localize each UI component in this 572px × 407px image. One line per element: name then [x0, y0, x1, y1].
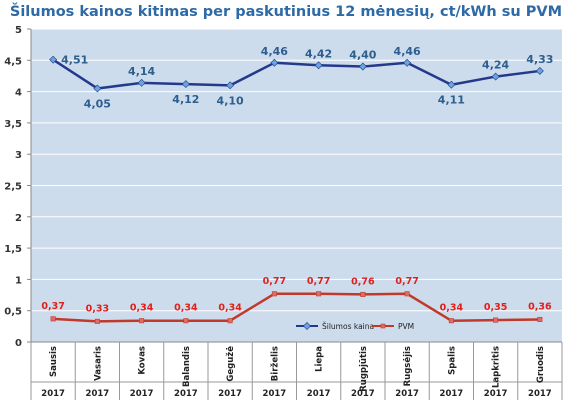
data-label: 0,36 [528, 301, 552, 312]
x-year-label: 2017 [440, 389, 464, 399]
data-label: 4,46 [394, 45, 421, 58]
data-point [448, 318, 454, 324]
data-label: 4,46 [261, 45, 288, 58]
data-point [493, 317, 499, 323]
series-line [52, 58, 541, 90]
x-tick-label: Balandis [182, 346, 192, 387]
data-label: 0,37 [41, 301, 64, 312]
data-point [93, 84, 102, 93]
x-tick-label: Kovas [138, 346, 148, 375]
data-label: 4,10 [217, 94, 244, 107]
x-tick-label: Sausis [49, 346, 59, 377]
x-tick-label: Rugpjūtis [359, 346, 369, 392]
data-point [447, 80, 456, 89]
data-label: 4,33 [526, 53, 553, 66]
x-year-label: 2017 [307, 389, 331, 399]
data-label: 0,34 [218, 303, 242, 314]
data-point [94, 318, 100, 324]
data-point [137, 78, 146, 87]
data-point [50, 316, 56, 322]
data-label: 4,42 [305, 47, 332, 60]
y-tick-label: 4,5 [4, 56, 22, 67]
data-label: 0,34 [130, 303, 154, 314]
y-tick-label: 0 [15, 338, 22, 349]
y-tick-label: 3 [15, 150, 22, 161]
x-tick-label: Rugsėjis [403, 346, 413, 386]
x-tick-label: Liepa [315, 346, 325, 372]
data-label: 0,77 [263, 276, 286, 287]
data-point [360, 291, 366, 297]
data-point [227, 318, 233, 324]
data-point [316, 291, 322, 297]
y-tick-label: 4 [15, 88, 22, 99]
data-label: 0,34 [174, 303, 198, 314]
data-label: 4,12 [172, 93, 199, 106]
y-tick-label: 1,5 [4, 244, 22, 255]
x-year-label: 2017 [86, 389, 110, 399]
data-point [183, 318, 189, 324]
data-point [181, 80, 190, 89]
x-year-label: 2017 [174, 389, 198, 399]
y-tick-label: 1 [15, 275, 22, 286]
data-label: 0,35 [484, 302, 507, 313]
x-tick-label: Gruodis [536, 346, 546, 383]
data-point [404, 291, 410, 297]
data-label: 0,34 [440, 303, 464, 314]
y-tick-label: 2,5 [4, 182, 22, 193]
y-tick-label: 0,5 [4, 307, 22, 318]
x-year-label: 2017 [484, 389, 508, 399]
x-tick-label: Lapkritis [492, 346, 502, 388]
data-point [226, 81, 235, 90]
data-label: 4,14 [128, 65, 155, 78]
x-year-label: 2017 [263, 389, 287, 399]
data-label: 4,51 [61, 54, 88, 67]
legend-marker [303, 322, 311, 330]
data-label: 4,11 [438, 94, 465, 107]
x-tick-label: Spalis [447, 346, 457, 375]
data-label: 4,05 [84, 97, 111, 110]
legend-label: Šilumos kaina [322, 322, 374, 331]
chart-title: Šilumos kainos kitimas per paskutinius 1… [9, 4, 563, 20]
data-label: 4,40 [349, 49, 376, 62]
series-line [53, 292, 540, 323]
x-year-label: 2017 [351, 389, 375, 399]
x-year-label: 2017 [130, 389, 154, 399]
data-label: 0,77 [395, 276, 418, 287]
data-label: 0,76 [351, 276, 375, 287]
data-point [491, 72, 500, 81]
legend-label: PVM [398, 322, 414, 331]
y-tick-label: 5 [15, 25, 22, 36]
data-point [139, 318, 145, 324]
x-year-label: 2017 [528, 389, 552, 399]
data-label: 0,77 [307, 276, 330, 287]
x-tick-label: Birželis [270, 346, 280, 381]
x-year-label: 2017 [218, 389, 242, 399]
x-year-label: 2017 [395, 389, 419, 399]
data-point [270, 58, 279, 67]
x-tick-label: Gegužė [226, 346, 236, 382]
data-point [49, 55, 58, 64]
data-point [535, 66, 544, 75]
x-tick-label: Vasaris [93, 346, 103, 381]
y-tick-label: 2 [15, 213, 22, 224]
data-label: 4,24 [482, 59, 509, 72]
data-point [537, 316, 543, 322]
legend-marker [380, 323, 386, 329]
x-year-label: 2017 [41, 389, 65, 399]
data-point [358, 62, 367, 71]
data-point [271, 291, 277, 297]
data-label: 0,33 [86, 303, 109, 314]
data-point [403, 58, 412, 67]
data-point [314, 61, 323, 70]
y-tick-label: 3,5 [4, 119, 22, 130]
